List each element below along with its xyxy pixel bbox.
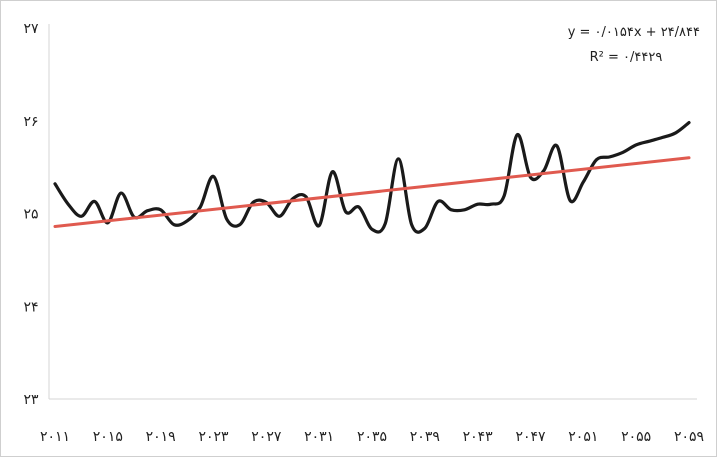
x-tick-label: ۲۰۵۱ [568, 429, 598, 445]
x-tick-label: ۲۰۵۹ [674, 429, 704, 445]
trend-line [53, 156, 691, 228]
x-tick-label: ۲۰۱۵ [93, 429, 123, 445]
x-tick-label: ۲۰۲۷ [251, 429, 282, 445]
y-tick-labels: ۲۳ ۲۴ ۲۵ ۲۶ ۲۷ [23, 21, 39, 408]
equation-label: y = ۰/۰۱۵۴x + ۲۴/۸۴۴ [568, 25, 700, 40]
r-squared-label: R² = ۰/۴۴۲۹ [590, 50, 663, 65]
y-tick-label: ۲۴ [23, 299, 38, 315]
y-tick-label: ۲۵ [23, 207, 38, 223]
x-tick-label: ۲۰۳۹ [410, 429, 440, 445]
x-tick-label: ۲۰۳۱ [304, 429, 334, 445]
y-tick-label: ۲۶ [23, 114, 38, 130]
x-tick-label: ۲۰۱۱ [40, 429, 70, 445]
x-tick-label: ۲۰۲۳ [198, 429, 229, 445]
data-series-line [53, 121, 691, 234]
x-tick-label: ۲۰۳۵ [357, 429, 387, 445]
series-lines [53, 121, 691, 234]
x-tick-label: ۲۰۵۵ [621, 429, 651, 445]
y-tick-label: ۲۷ [23, 21, 39, 37]
x-tick-label: ۲۰۴۷ [515, 429, 546, 445]
y-tick-label: ۲۳ [23, 392, 39, 408]
x-tick-label: ۲۰۴۳ [463, 429, 494, 445]
x-tick-label: ۲۰۱۹ [146, 429, 176, 445]
x-tick-labels: ۲۰۱۱ ۲۰۱۵ ۲۰۱۹ ۲۰۲۳ ۲۰۲۷ ۲۰۳۱ ۲۰۳۵ ۲۰۳۹ ۲۰۴۳ ۲۰۴۷… [40, 429, 704, 445]
